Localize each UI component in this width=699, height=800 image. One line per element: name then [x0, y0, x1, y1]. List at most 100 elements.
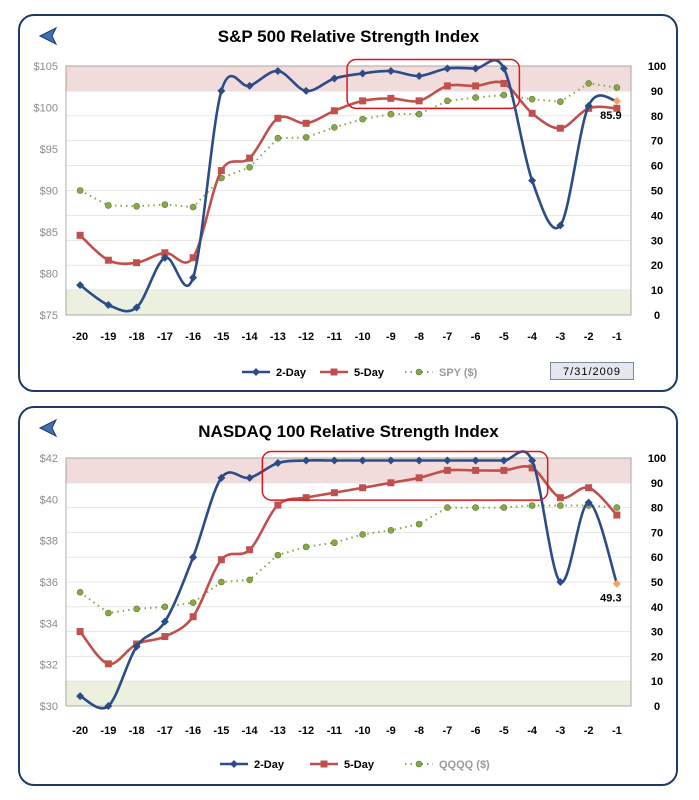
5-day-point — [415, 474, 423, 482]
5-day-series-line — [79, 465, 618, 666]
left-axis-tick-label: $30 — [40, 701, 58, 713]
qqqq-point — [613, 504, 621, 511]
2-day-point — [104, 301, 113, 310]
highlight-box — [346, 58, 521, 110]
right-axis-tick-label: 70 — [651, 136, 663, 148]
5-day-point — [104, 256, 112, 264]
spy-point — [189, 203, 197, 211]
right-axis-tick-label: 30 — [651, 627, 663, 639]
right-axis-tick-label: 80 — [651, 111, 663, 123]
x-axis-tick-label: -15 — [213, 331, 229, 343]
x-axis-tick-label: -5 — [499, 725, 509, 737]
left-axis-tick-label: $80 — [40, 269, 58, 281]
oversold-band — [65, 289, 632, 316]
2-day-series-line — [79, 58, 618, 313]
x-axis-tick-label: -11 — [327, 725, 342, 737]
2-day-point — [273, 458, 282, 467]
x-axis-tick-label: -8 — [414, 725, 424, 737]
qqqq-point — [500, 504, 508, 511]
left-axis-tick-label: $42 — [40, 453, 58, 465]
spy-point — [161, 201, 169, 208]
5-day-point — [528, 109, 536, 117]
x-axis-tick-label: -19 — [100, 725, 116, 737]
qqqq-point — [359, 531, 366, 538]
left-axis-tick-label: $95 — [40, 144, 58, 156]
x-axis-tick-label: -17 — [157, 725, 173, 737]
spy-point — [528, 95, 536, 103]
5-day-point — [415, 97, 423, 105]
right-axis-tick-label: 90 — [651, 86, 663, 98]
left-axis-tick-label: $100 — [34, 103, 58, 115]
right-axis-tick-label: 10 — [651, 676, 663, 688]
5-day-point — [217, 556, 225, 564]
5-day-point — [472, 466, 480, 474]
2-day-point — [499, 64, 508, 73]
x-axis-tick-label: -1 — [612, 725, 622, 737]
2-day-point — [160, 253, 169, 262]
5-day-point — [330, 107, 338, 115]
5-day-point — [330, 489, 338, 497]
2-day-point — [132, 303, 141, 312]
x-axis-tick-label: -16 — [185, 331, 201, 343]
left-axis-tick-label: $36 — [40, 577, 58, 589]
sp500-rsi-panel: S&P 500 Relative Strength Index $75 $80 $85… — [18, 14, 678, 392]
spy-point — [246, 163, 253, 171]
2-day-point — [612, 97, 621, 106]
x-axis-tick-label: -1 — [612, 331, 622, 343]
2-day-point — [528, 456, 537, 465]
2-day-point — [245, 473, 254, 482]
2-day-point — [612, 579, 621, 588]
x-axis-tick-label: -9 — [386, 331, 396, 343]
2-day-point — [528, 176, 537, 185]
spy-point — [387, 110, 395, 118]
2-day-point — [76, 281, 85, 290]
x-axis-tick-label: -8 — [414, 331, 424, 343]
x-axis-tick-label: -16 — [185, 725, 201, 737]
5-day-point — [189, 254, 197, 262]
2-day-point — [415, 71, 424, 80]
qqqq-point — [274, 551, 282, 559]
legend-marker — [415, 760, 423, 768]
5-day-point — [161, 633, 169, 641]
spy-point — [444, 97, 451, 105]
5-day-point — [472, 82, 480, 90]
2-day-point — [189, 553, 198, 562]
legend-marker — [330, 368, 338, 376]
last-value-label: 49.3 — [600, 593, 621, 605]
left-axis-tick-label: $90 — [40, 186, 58, 198]
x-axis-tick-label: -12 — [298, 725, 314, 737]
chart-title: NASDAQ 100 Relative Strength Index — [198, 422, 499, 441]
qqqq-point — [387, 527, 395, 534]
qqqq-point — [444, 504, 451, 511]
qqqq-series-line — [79, 504, 617, 615]
back-arrow-icon — [38, 26, 58, 46]
5-day-point — [443, 466, 451, 474]
chart-title: S&P 500 Relative Strength Index — [218, 27, 480, 46]
5-day-point — [585, 484, 593, 492]
date-label: 7/31/2009 — [550, 362, 634, 380]
qqqq-point — [331, 539, 338, 547]
5-day-point — [246, 154, 254, 162]
5-day-point — [246, 546, 254, 554]
sp500-rsi-chart: S&P 500 Relative Strength Index $75 $80 $85… — [34, 26, 666, 379]
spy-point — [472, 94, 479, 101]
nasdaq100-rsi-panel: NASDAQ 100 Relative Strength Index $30 $32… — [18, 406, 678, 786]
spy-series-line — [79, 82, 618, 209]
x-axis-tick-label: -9 — [386, 725, 396, 737]
right-axis-tick-label: 50 — [651, 186, 663, 198]
5-day-point — [387, 479, 395, 487]
nasdaq100-rsi-chart: NASDAQ 100 Relative Strength Index $30 $32… — [38, 418, 666, 771]
qqqq-point — [218, 578, 225, 586]
qqqq-point — [189, 599, 197, 606]
2-day-point — [415, 456, 424, 465]
x-axis-tick-label: -3 — [555, 331, 565, 343]
highlight-box — [261, 450, 549, 501]
left-axis-tick-label: $34 — [40, 618, 58, 630]
x-axis-tick-label: -4 — [527, 331, 538, 343]
x-axis-tick-label: -3 — [555, 725, 565, 737]
legend-marker — [230, 760, 238, 768]
x-axis-tick-label: -7 — [442, 725, 452, 737]
x-axis-tick-label: -18 — [129, 331, 145, 343]
x-axis-tick-label: -4 — [527, 725, 538, 737]
x-axis-tick-label: -18 — [129, 725, 145, 737]
